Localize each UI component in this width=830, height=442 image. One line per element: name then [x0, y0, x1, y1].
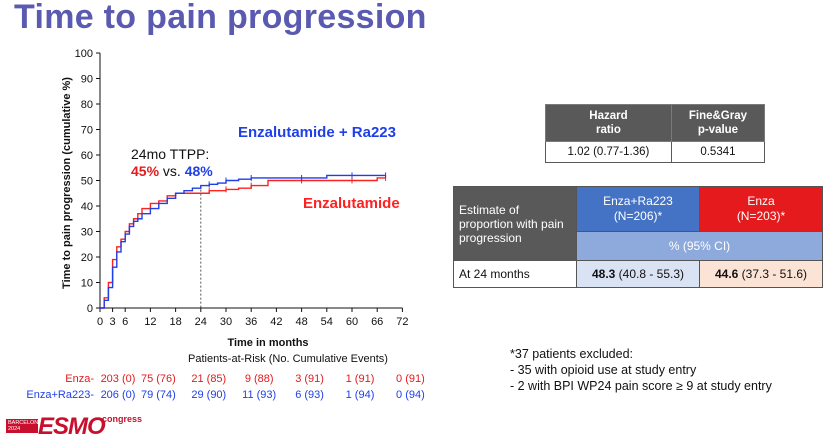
- estimate-table: Estimate of proportion with pain progres…: [453, 186, 823, 288]
- risk-cell: 206 (0): [101, 389, 136, 401]
- y-tick-label: 0: [87, 303, 93, 315]
- arm-header-ra223: Enza+Ra223 (N=206)*: [576, 186, 700, 232]
- arm-header-enza: Enza (N=203)*: [699, 186, 823, 232]
- risk-cell: 75 (76): [141, 373, 176, 385]
- x-tick-label: 12: [144, 316, 156, 328]
- series-label-ra223: Enzalutamide + Ra223: [238, 124, 396, 141]
- risk-row-label: Enza-: [65, 373, 94, 385]
- x-tick-label: 42: [270, 316, 282, 328]
- y-tick-label: 10: [81, 278, 93, 290]
- x-tick-label: 54: [321, 316, 333, 328]
- y-tick-label: 70: [81, 125, 93, 137]
- pvalue-header: Fine&Gray p-value: [670, 104, 766, 142]
- risk-cell: 11 (93): [242, 389, 276, 401]
- x-tick-label: 0: [97, 316, 103, 328]
- y-tick-label: 30: [81, 227, 93, 239]
- y-tick-label: 60: [81, 150, 93, 162]
- x-axis-label: Time in months: [227, 337, 308, 349]
- risk-cell: 3 (91): [295, 373, 324, 385]
- x-tick-label: 3: [110, 316, 116, 328]
- estimate-row-header: Estimate of proportion with pain progres…: [453, 186, 577, 261]
- risk-cell: 1 (94): [346, 389, 375, 401]
- y-tick-label: 90: [81, 74, 93, 86]
- hr-header: Hazard ratio: [545, 104, 672, 142]
- ttpp-annotation-label: 24mo TTPP:: [131, 146, 209, 162]
- page-title: Time to pain progression: [14, 0, 427, 36]
- x-tick-label: 48: [295, 316, 307, 328]
- x-tick-label: 60: [346, 316, 358, 328]
- y-tick-label: 40: [81, 201, 93, 213]
- x-tick-label: 24: [195, 316, 207, 328]
- note-line: *37 patients excluded:: [510, 347, 634, 361]
- risk-cell: 79 (74): [141, 389, 176, 401]
- risk-row-label: Enza+Ra223-: [26, 389, 94, 401]
- note-line: - 2 with BPI WP24 pain score ≥ 9 at stud…: [510, 379, 772, 393]
- y-tick-label: 100: [75, 48, 93, 60]
- y-axis-label: Time to pain progression (cumulative %): [61, 77, 73, 289]
- risk-cell: 9 (88): [245, 373, 274, 385]
- risk-cell: 1 (91): [346, 373, 375, 385]
- risk-table-title: Patients-at-Risk (No. Cumulative Events): [188, 353, 388, 365]
- series-label-enza: Enzalutamide: [303, 195, 400, 212]
- x-tick-label: 6: [122, 316, 128, 328]
- logo-suffix: congress: [102, 414, 143, 424]
- hr-value: 1.02 (0.77-1.36): [545, 141, 672, 163]
- risk-cell: 0 (91): [396, 373, 425, 385]
- hazard-ratio-table: Hazard ratio Fine&Gray p-value 1.02 (0.77-…: [545, 104, 766, 163]
- x-tick-label: 18: [169, 316, 181, 328]
- row-label-24mo: At 24 months: [453, 260, 577, 288]
- x-tick-label: 72: [396, 316, 408, 328]
- logo-brand: ESMO: [38, 413, 106, 440]
- note-line: - 35 with opioid use at study entry: [510, 363, 697, 377]
- risk-cell: 21 (85): [191, 373, 226, 385]
- y-tick-label: 20: [81, 252, 93, 264]
- logo-city: BARCELONA 2024: [6, 419, 42, 433]
- ttpp-ra-value: 48%: [185, 163, 214, 179]
- risk-cell: 203 (0): [101, 373, 136, 385]
- ttpp-enza-value: 45%: [131, 163, 160, 179]
- value-enza: 44.6 (37.3 - 51.6): [699, 260, 823, 288]
- x-tick-label: 30: [220, 316, 232, 328]
- y-tick-label: 80: [81, 99, 93, 111]
- ttpp-annotation-values: 45% vs. 48%: [131, 163, 213, 179]
- x-tick-label: 66: [371, 316, 383, 328]
- risk-cell: 6 (93): [295, 389, 324, 401]
- y-tick-label: 50: [81, 176, 93, 188]
- value-ra223: 48.3 (40.8 - 55.3): [576, 260, 700, 288]
- risk-table: Enza- 203 (0) 75 (76) 21 (85) 9 (88) 3 (91) 1 …: [26, 373, 424, 401]
- exclusion-notes: *37 patients excluded: - 35 with opioid …: [510, 346, 772, 394]
- pvalue-value: 0.5341: [670, 141, 766, 163]
- risk-cell: 29 (90): [191, 389, 226, 401]
- risk-cell: 0 (94): [396, 389, 425, 401]
- x-tick-label: 36: [245, 316, 257, 328]
- km-curve-ra223: [100, 174, 386, 309]
- ttpp-vs: vs.: [159, 163, 185, 179]
- ci-header: % (95% CI): [576, 231, 823, 261]
- chart-curves: [100, 172, 387, 309]
